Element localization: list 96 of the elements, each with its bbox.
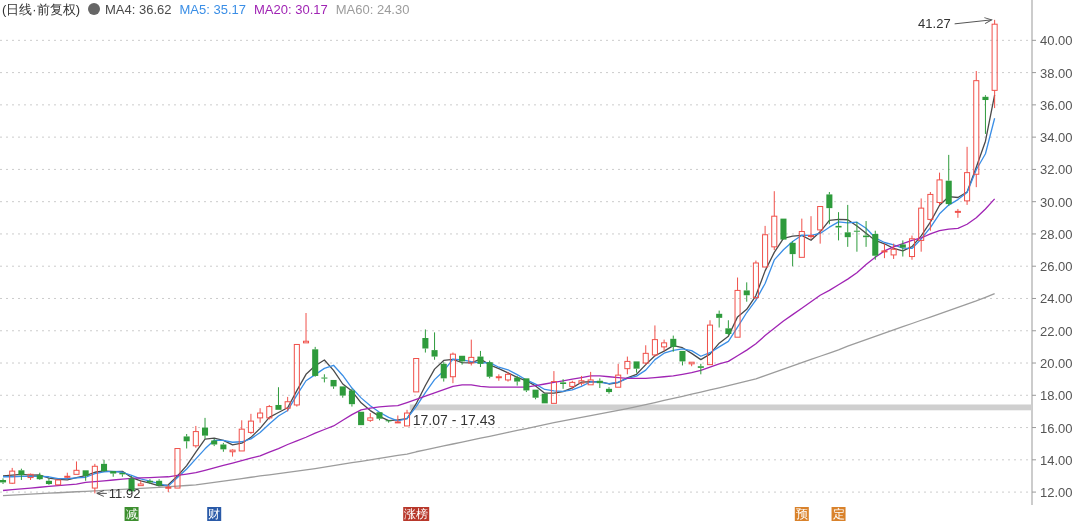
candlestick <box>872 230 879 261</box>
candlestick <box>651 324 658 358</box>
candlestick <box>964 146 971 206</box>
candlestick <box>82 470 89 482</box>
y-tick-label: 20.00 <box>1040 356 1073 372</box>
candlestick <box>201 417 209 440</box>
candlestick <box>156 478 163 486</box>
y-tick-label: 36.00 <box>1040 97 1073 113</box>
candlestick <box>348 388 355 408</box>
candlestick <box>183 433 190 450</box>
y-tick-label: 32.00 <box>1040 162 1073 178</box>
candlestick <box>440 361 447 383</box>
candlestick <box>908 235 916 261</box>
chart-title: (日线·前复权) <box>2 2 80 17</box>
candlestick <box>18 468 25 481</box>
candlestick <box>642 344 649 366</box>
y-tick-label: 18.00 <box>1040 388 1073 404</box>
candlestick <box>339 386 346 399</box>
candlestick <box>743 281 750 303</box>
candlestick <box>514 375 521 387</box>
candlestick <box>403 409 411 427</box>
candlestick <box>615 363 622 388</box>
y-tick-label: 12.00 <box>1040 485 1073 501</box>
candlestick <box>706 319 714 366</box>
candlestick <box>211 438 218 447</box>
candlestick <box>725 319 732 337</box>
candlestick <box>385 420 392 424</box>
candlestick <box>679 350 686 366</box>
candlestick <box>477 350 484 368</box>
text: MA20: 30.17 <box>254 2 328 17</box>
text: MA4: 36.62 <box>105 2 172 17</box>
y-tick-label: 28.00 <box>1040 226 1073 242</box>
candlestick <box>523 378 530 393</box>
candlestick <box>927 191 934 232</box>
y-tick-label: 40.00 <box>1040 33 1073 49</box>
candlestick <box>762 225 769 268</box>
candlestick <box>688 361 695 367</box>
candlestick <box>110 471 117 478</box>
candlestick <box>771 190 778 251</box>
y-tick-label: 16.00 <box>1040 420 1073 436</box>
candlestick <box>789 240 796 267</box>
candlestick <box>817 206 824 245</box>
candlestick <box>560 378 567 390</box>
candlestick <box>220 442 227 453</box>
candlestick <box>257 407 264 424</box>
candlestick <box>275 386 282 410</box>
y-tick-label: 26.00 <box>1040 259 1073 275</box>
text: MA60: 24.30 <box>335 2 410 17</box>
band-label: 17.07 - 17.43 <box>412 412 496 429</box>
candlestick <box>238 419 245 452</box>
line-series <box>2 292 996 497</box>
candlestick <box>550 370 557 404</box>
y-tick-label: 22.00 <box>1040 323 1073 339</box>
candlestick <box>394 414 401 424</box>
candlestick <box>302 312 310 344</box>
candlestick <box>844 204 851 248</box>
candlestick <box>73 460 80 475</box>
text: MA5: 35.17 <box>179 2 246 17</box>
candlestick <box>504 371 512 383</box>
candlestick <box>330 379 337 390</box>
candlestick <box>431 331 438 361</box>
candlestick <box>798 218 805 258</box>
y-tick-label: 14.00 <box>1040 452 1073 468</box>
candlestick <box>716 310 723 329</box>
candlestick <box>670 335 677 353</box>
candlestick <box>321 373 328 383</box>
candlestick <box>468 339 475 366</box>
candlestick <box>954 208 961 219</box>
candlestick <box>45 477 52 485</box>
candlestick <box>991 19 998 109</box>
y-tick-label: 24.00 <box>1040 291 1073 307</box>
candlestick <box>247 413 254 435</box>
candlestick <box>973 70 980 188</box>
candlestick <box>624 356 631 375</box>
candlestick <box>918 197 925 253</box>
candlestick <box>734 277 741 338</box>
candlestick <box>752 260 759 300</box>
y-tick-label: 30.00 <box>1040 194 1073 210</box>
candlestick <box>807 215 815 240</box>
candlestick <box>826 191 833 225</box>
candlestick <box>982 94 989 135</box>
candlestick <box>449 352 456 384</box>
candlestick <box>36 472 43 480</box>
annotation: 11.92 <box>108 486 141 502</box>
annotation: 41.27 <box>918 15 951 31</box>
candlestick <box>605 386 613 395</box>
candlestick <box>101 459 108 472</box>
candlestick <box>853 221 860 253</box>
y-tick-label: 34.00 <box>1040 130 1073 146</box>
candlestick <box>422 328 429 354</box>
candlestick <box>633 361 640 374</box>
candlestick <box>899 239 906 258</box>
y-tick-label: 38.00 <box>1040 65 1073 81</box>
candlestick <box>945 154 952 207</box>
candlestick <box>661 339 668 352</box>
candlestick <box>312 346 319 376</box>
